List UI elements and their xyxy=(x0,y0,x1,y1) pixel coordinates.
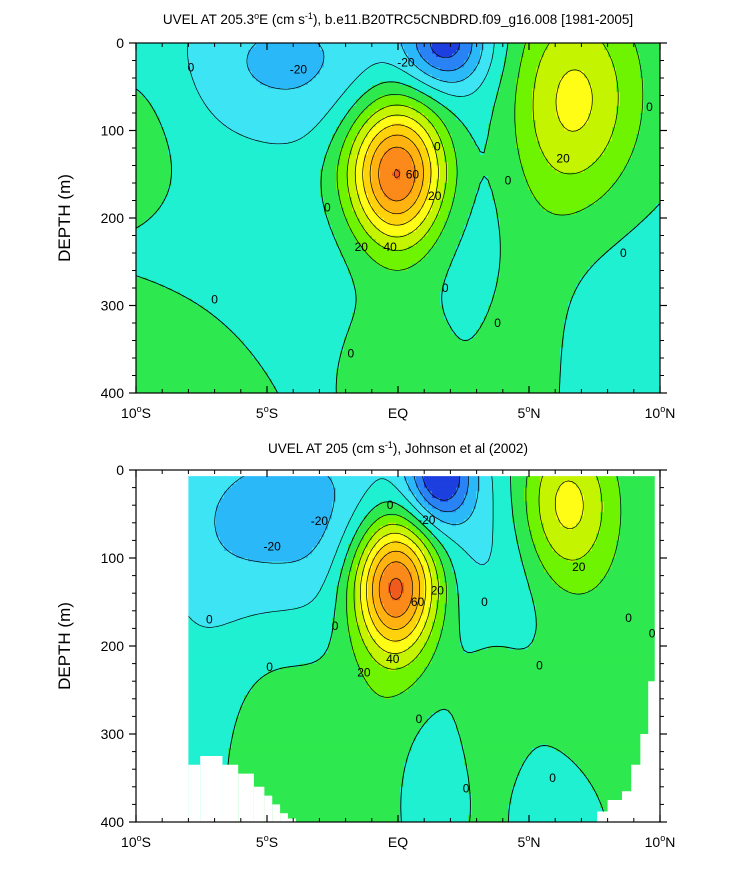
contour-label: 20 xyxy=(556,152,570,166)
contour-label: 20 xyxy=(357,665,371,679)
contour-line xyxy=(369,134,424,215)
contour-line xyxy=(362,124,432,226)
x-tick-label: 10oS xyxy=(121,833,151,850)
y-axis-label: DEPTH (m) xyxy=(55,602,74,690)
contour-label: 0 xyxy=(324,201,331,215)
x-tick-label: 10oS xyxy=(121,404,151,421)
contour-line xyxy=(415,43,473,72)
contour-label: 0 xyxy=(188,61,195,75)
contour-label: 0 xyxy=(211,292,218,306)
contour-label: 20 xyxy=(355,240,369,254)
no-data-region xyxy=(200,756,223,822)
y-tick-label: 200 xyxy=(101,210,125,226)
contour-line xyxy=(136,43,660,393)
y-tick-label: 300 xyxy=(101,726,125,742)
contour-label: 40 xyxy=(383,240,397,254)
contour-line xyxy=(360,480,584,654)
x-tick-label: 10oN xyxy=(645,833,676,850)
contour-line xyxy=(354,69,593,238)
contour-label: -20 xyxy=(397,55,415,69)
contour-label: 0 xyxy=(620,246,627,260)
chart-title: UVEL AT 205.3oE (cm s-1), b.e11.B20TRC5C… xyxy=(163,11,633,27)
y-axis-label: DEPTH (m) xyxy=(55,174,74,262)
contour-line xyxy=(394,168,401,179)
contour-label: -20 xyxy=(311,514,329,528)
contour-label: 0 xyxy=(494,316,501,330)
y-tick-label: 100 xyxy=(101,123,125,139)
contour-line xyxy=(246,43,484,90)
contour-label: 20 xyxy=(572,560,586,574)
y-tick-label: 0 xyxy=(116,35,124,51)
x-tick-label: EQ xyxy=(388,834,408,850)
contour-label: -20 xyxy=(418,513,436,527)
contour-field xyxy=(136,43,660,393)
x-tick-label: 5oS xyxy=(256,404,278,421)
contour-label: 0 xyxy=(536,658,543,672)
contour-line xyxy=(187,43,495,145)
no-data-region xyxy=(287,818,296,822)
contour-labels: -20 -20 0 -20 0 20 0 60 20 0 0 0 20 40 0 0 0 0 0 xyxy=(206,498,656,795)
no-data-region xyxy=(238,773,254,822)
no-data-region xyxy=(264,795,273,822)
contour-line xyxy=(378,561,414,618)
contour-label: 0 xyxy=(266,660,273,674)
contour-label: 0 xyxy=(347,347,354,361)
y-tick-label: 400 xyxy=(101,814,125,830)
contour-line xyxy=(429,43,460,59)
contour-line xyxy=(378,146,416,202)
contour-line xyxy=(346,43,619,252)
x-tick-label: 10oN xyxy=(645,404,676,421)
x-tick-label: 5oS xyxy=(256,833,278,850)
no-data-region xyxy=(597,811,660,822)
contour-label: 40 xyxy=(386,652,400,666)
contour-label: 0 xyxy=(481,595,488,609)
contour-lines xyxy=(136,43,660,393)
contour-label: -20 xyxy=(290,62,308,76)
y-tick-label: 300 xyxy=(101,298,125,314)
contour-label: 0 xyxy=(649,627,656,641)
no-data-region xyxy=(136,470,189,822)
contour-label: 0 xyxy=(463,782,470,796)
contour-line xyxy=(372,550,420,630)
contour-line xyxy=(389,577,403,601)
y-tick-label: 0 xyxy=(116,462,124,478)
contour-labels: 0 -20 -20 0 20 0 60 20 0 0 40 20 0 0 0 0 0 xyxy=(188,55,654,360)
x-tick-label: 5oN xyxy=(518,404,541,421)
contour-line xyxy=(366,541,427,642)
contour-label: 60 xyxy=(411,595,425,609)
contour-label: 0 xyxy=(625,611,632,625)
no-data-region xyxy=(253,786,265,822)
no-data-region xyxy=(222,764,239,822)
y-tick-label: 100 xyxy=(101,550,125,566)
contour-label: 0 xyxy=(442,281,449,295)
no-data-region xyxy=(272,804,281,822)
contour-label: -20 xyxy=(264,540,282,554)
no-data-region xyxy=(188,764,201,822)
contour-label: 0 xyxy=(206,613,213,627)
y-tick-label: 400 xyxy=(101,385,125,401)
contour-label: 0 xyxy=(416,712,423,726)
panel-model: UVEL AT 205.3oE (cm s-1), b.e11.B20TRC5C… xyxy=(55,11,675,421)
contour-label: 0 xyxy=(434,139,441,153)
contour-label: 0 xyxy=(646,100,653,114)
contour-label: 60 xyxy=(406,167,420,181)
chart-title: UVEL AT 205 (cm s-1), Johnson et al (200… xyxy=(268,440,528,456)
contour-line xyxy=(336,43,644,271)
y-tick-label: 200 xyxy=(101,638,125,654)
contour-label: 0 xyxy=(332,619,339,633)
contour-label: 20 xyxy=(428,189,442,203)
contour-label: 20 xyxy=(431,584,445,598)
x-tick-label: 5oN xyxy=(518,833,541,850)
x-tick-label: EQ xyxy=(388,405,408,421)
contour-label: 0 xyxy=(549,771,556,785)
panel-observations: UVEL AT 205 (cm s-1), Johnson et al (200… xyxy=(55,440,675,850)
no-data-region xyxy=(280,813,288,822)
contour-label: 0 xyxy=(505,173,512,187)
contour-label: 0 xyxy=(387,498,394,512)
